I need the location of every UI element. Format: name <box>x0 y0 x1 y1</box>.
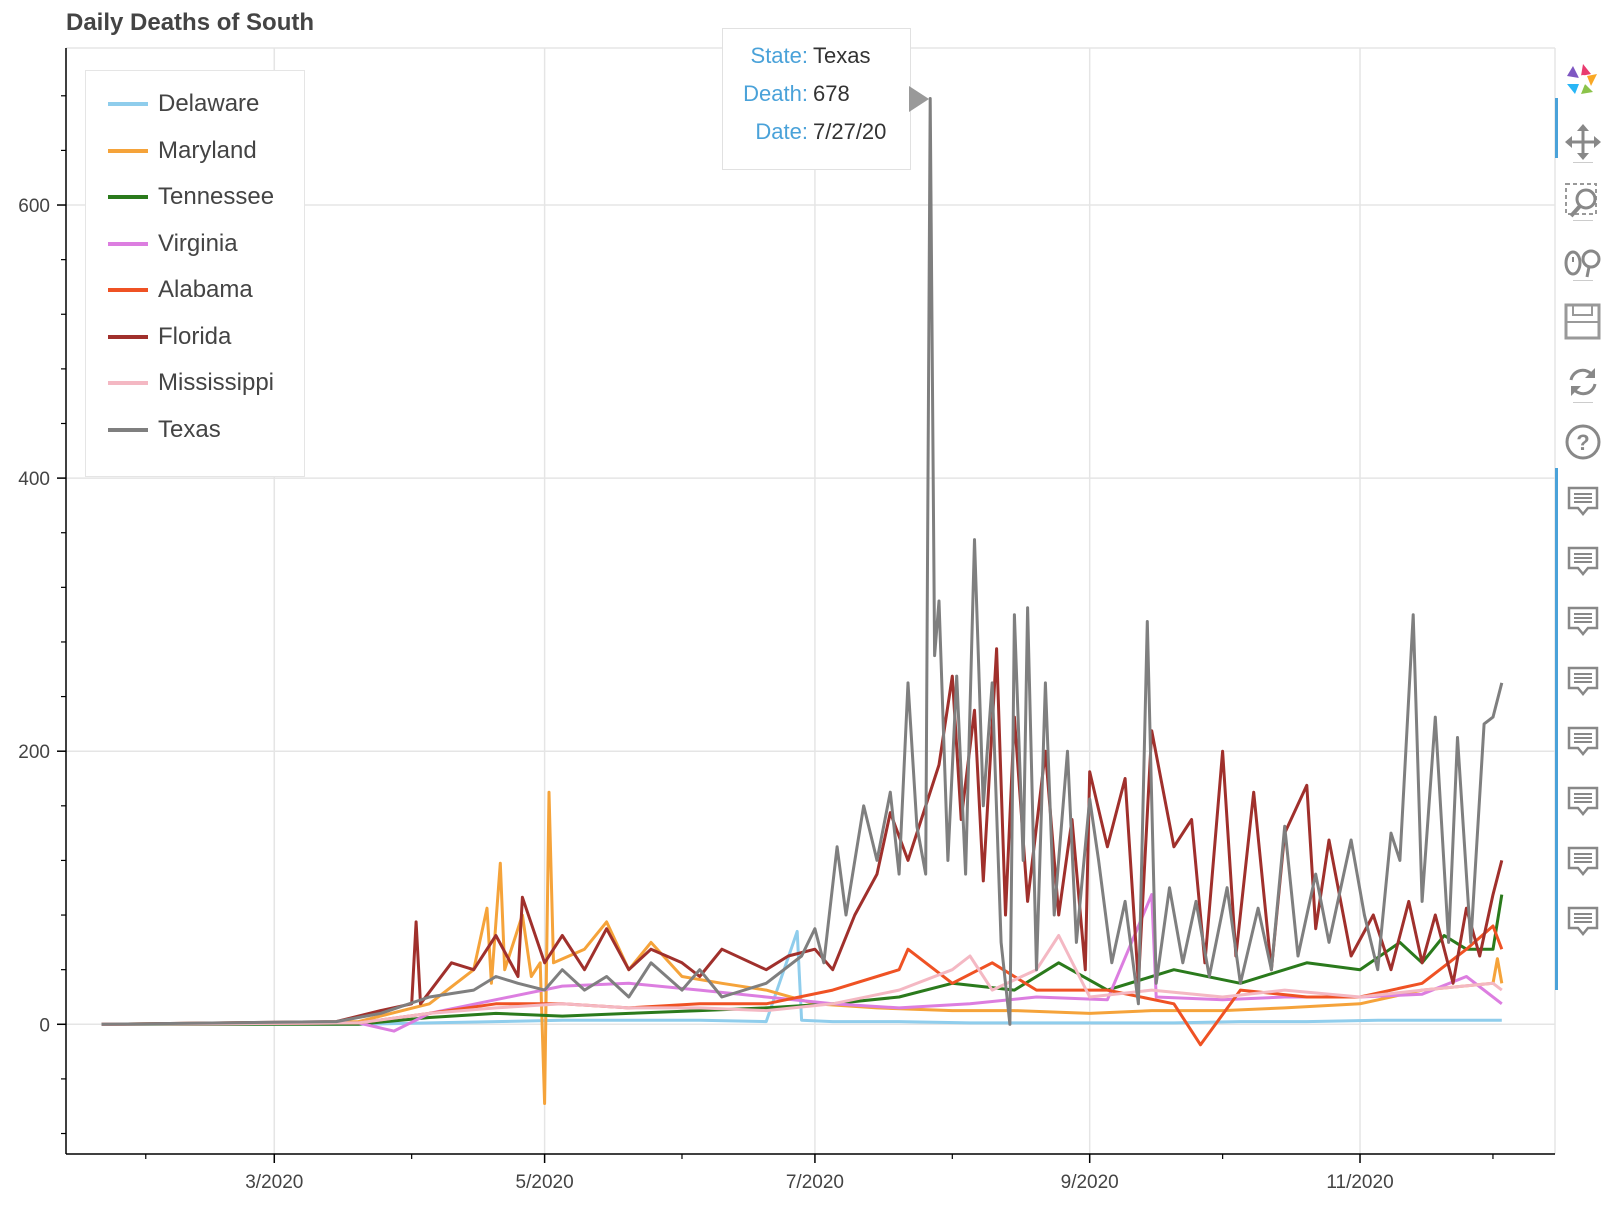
bokeh-logo-icon <box>1563 60 1603 100</box>
legend-item-delaware[interactable]: Delaware <box>108 89 259 119</box>
legend-item-mississippi[interactable]: Mississippi <box>108 368 274 398</box>
hover-icon[interactable] <box>1563 902 1603 942</box>
legend-label: Florida <box>158 322 232 350</box>
legend-item-maryland[interactable]: Maryland <box>108 136 257 166</box>
hover-icon[interactable] <box>1563 602 1603 642</box>
series-line-florida[interactable] <box>101 647 1504 1026</box>
tooltip-row-death: Death: 678 <box>723 81 910 111</box>
hover-tooltip: State: Texas Death: 678 Date: 7/27/20 <box>722 28 911 170</box>
hover-icon[interactable] <box>1563 482 1603 522</box>
series-line-delaware[interactable] <box>101 929 1502 1026</box>
legend-swatch <box>108 148 148 153</box>
series-line-alabama[interactable] <box>101 924 1504 1047</box>
help-icon[interactable]: ? <box>1563 422 1603 462</box>
legend-swatch <box>108 241 148 246</box>
x-tick-label: 5/2020 <box>516 1172 574 1193</box>
legend-swatch <box>108 195 148 199</box>
series-line-tennessee[interactable] <box>101 894 1504 1026</box>
legend-item-virginia[interactable]: Virginia <box>108 229 238 259</box>
legend: Delaware Maryland Tennessee Virginia Alabama… <box>85 70 305 477</box>
series-line-mississippi[interactable] <box>101 934 1503 1026</box>
toolbar-separator <box>1573 280 1593 281</box>
tooltip-row-state: State: Texas <box>723 43 910 73</box>
legend-swatch <box>108 381 148 385</box>
legend-label: Delaware <box>158 90 260 117</box>
x-tick-label: 7/2020 <box>786 1172 844 1193</box>
x-tick-label: 3/2020 <box>245 1172 303 1193</box>
chart-title: Daily Deaths of South <box>66 9 315 36</box>
series-line-maryland[interactable] <box>101 790 1504 1105</box>
legend-swatch <box>108 288 148 292</box>
wheel-zoom-icon[interactable] <box>1563 241 1603 281</box>
legend-swatch <box>108 334 148 339</box>
x-tick-label: 9/2020 <box>1061 1172 1119 1193</box>
toolbar-separator <box>1573 220 1593 221</box>
legend-label: Texas <box>158 415 221 443</box>
tooltip-value-death: 678 <box>813 81 850 106</box>
legend-label: Tennessee <box>158 183 275 210</box>
tooltip-key-date: Date: <box>755 119 808 144</box>
hover-icon[interactable] <box>1563 782 1603 822</box>
hover-icon[interactable] <box>1563 542 1603 582</box>
tooltip-pointer <box>909 86 929 112</box>
y-tick-label: 0 <box>39 1015 50 1036</box>
legend-item-tennessee[interactable]: Tennessee <box>108 182 274 212</box>
tooltip-value-date: 7/27/20 <box>813 119 887 144</box>
series-line-texas[interactable] <box>101 97 1504 1026</box>
save-icon[interactable] <box>1563 302 1603 342</box>
hover-icon[interactable] <box>1563 662 1603 702</box>
legend-swatch <box>108 102 148 106</box>
tooltip-row-date: Date: 7/27/20 <box>723 119 910 149</box>
svg-text:?: ? <box>1576 430 1589 455</box>
hover-icon[interactable] <box>1563 722 1603 762</box>
hover-icon[interactable] <box>1563 842 1603 882</box>
y-tick-label: 400 <box>18 469 50 490</box>
active-tool-indicator <box>1555 98 1558 158</box>
legend-item-texas[interactable]: Texas <box>108 415 221 445</box>
legend-swatch <box>108 427 148 432</box>
y-tick-label: 600 <box>18 196 50 217</box>
pan-icon[interactable] <box>1563 122 1603 162</box>
toolbar-separator <box>1573 402 1593 403</box>
legend-label: Alabama <box>158 276 253 303</box>
active-tool-indicator <box>1555 468 1558 990</box>
tooltip-value-state: Texas <box>813 43 871 68</box>
legend-label: Virginia <box>158 229 238 257</box>
legend-item-florida[interactable]: Florida <box>108 322 231 352</box>
box-zoom-icon[interactable] <box>1563 181 1603 221</box>
toolbar-separator <box>1573 162 1593 163</box>
reset-icon[interactable] <box>1563 362 1603 402</box>
tooltip-key-death: Death: <box>743 81 808 106</box>
chart-toolbar: ? <box>1555 40 1605 990</box>
legend-label: Maryland <box>158 136 257 164</box>
tooltip-key-state: State: <box>750 43 808 68</box>
x-tick-label: 11/2020 <box>1326 1172 1393 1193</box>
legend-label: Mississippi <box>158 369 275 396</box>
legend-item-alabama[interactable]: Alabama <box>108 275 253 305</box>
y-tick-label: 200 <box>18 742 50 763</box>
